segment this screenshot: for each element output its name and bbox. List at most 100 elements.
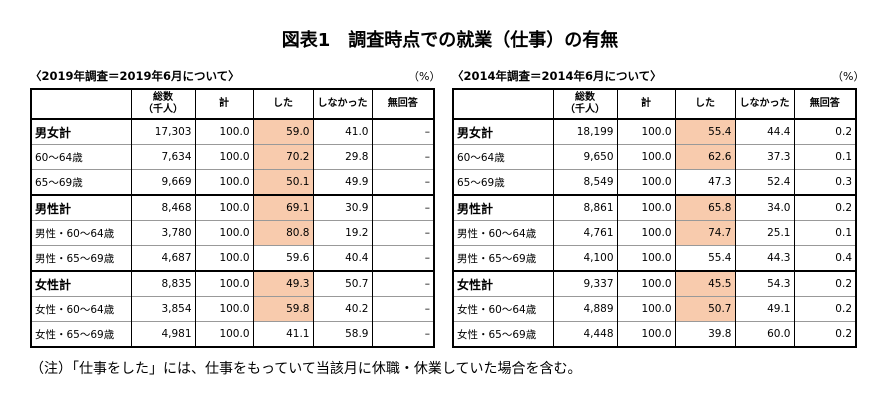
table-cell: 0.4 (793, 245, 856, 271)
table-cell: 9,650 (552, 144, 617, 170)
header-text: （千人） (143, 104, 183, 115)
table-row: 65～69歳 9,669 100.0 50.1 49.9– (30, 169, 434, 195)
table-row: 男性・65～69歳 4,100 100.0 55.4 44.3 0.4 (452, 245, 856, 271)
table-cell: 100.0 (616, 169, 675, 195)
table-cell: 59.8 (252, 296, 313, 322)
header-cell: 無回答 (371, 88, 434, 120)
table-row: 男性計 8,468 100.0 69.1 30.9– (30, 194, 434, 221)
header-cell: した (252, 88, 313, 120)
table-cell: 0.1 (793, 220, 856, 246)
table-cell: 70.2 (252, 144, 313, 170)
table-cell: 17,303 (130, 118, 195, 145)
table-cell: 女性・60～64歳 (452, 296, 553, 322)
table-cell: 25.1 (734, 220, 794, 246)
table-cell: 18,199 (552, 118, 617, 145)
header-cell: 計 (194, 88, 253, 120)
table-cell: 100.0 (616, 144, 675, 170)
table-row: 女性計 8,835 100.0 49.3 50.7– (30, 270, 434, 297)
data-table: 総数 （千人）計した しなかった 無回答 男女計 17,303 100.0 59.0 41.0–… (30, 88, 435, 348)
data-table: 総数 （千人）計した しなかった 無回答 男女計 18,199 100.0 55.4 44.4 0… (452, 88, 857, 348)
table-cell: 34.0 (734, 194, 794, 221)
table-cell: 0.1 (793, 144, 856, 170)
table-cell: 9,337 (552, 270, 617, 297)
table-cell: 0.2 (793, 296, 856, 322)
table-cell: 男女計 (30, 118, 131, 145)
table-cell: 100.0 (194, 169, 253, 195)
table-cell: 52.4 (734, 169, 794, 195)
table-cell: 0.2 (793, 270, 856, 297)
table-cell: 45.5 (674, 270, 735, 297)
header-cell: 総数 （千人） (130, 88, 195, 120)
table-cell: 37.3 (734, 144, 794, 170)
header-cell (452, 88, 553, 120)
table-cell: 59.0 (252, 118, 313, 145)
table-cell: 男性計 (452, 194, 553, 221)
table-cell: 50.7 (312, 270, 372, 297)
table-row: 女性・60～64歳 3,854 100.0 59.8 40.2– (30, 296, 434, 322)
table-cell: 50.7 (674, 296, 735, 322)
table-row: 女性・60～64歳 4,889 100.0 50.7 49.1 0.2 (452, 296, 856, 322)
header-cell (30, 88, 131, 120)
table-cell: 0.2 (793, 321, 856, 347)
table-cell: 39.8 (674, 321, 735, 347)
table-cell: 47.3 (674, 169, 735, 195)
header-cell: しなかった (312, 88, 372, 120)
table-cell: 54.3 (734, 270, 794, 297)
table-cell: 100.0 (616, 118, 675, 145)
table-cell: 3,780 (130, 220, 195, 246)
table-row: 女性・65～69歳 4,448 100.0 39.8 60.0 0.2 (452, 321, 856, 347)
header-cell: した (674, 88, 735, 120)
table-cell: 100.0 (194, 118, 253, 145)
header-cell: 無回答 (793, 88, 856, 120)
table-row: 女性・65～69歳 4,981 100.0 41.1 58.9– (30, 321, 434, 347)
table-cell: 58.9 (312, 321, 372, 347)
table-cell: – (371, 245, 434, 271)
table-cell: 100.0 (616, 296, 675, 322)
table-cell: 男性・65～69歳 (30, 245, 131, 271)
table-cell: 29.8 (312, 144, 372, 170)
header-text: 総数 (153, 92, 173, 103)
table-cell: 0.3 (793, 169, 856, 195)
table-cell: 65～69歳 (30, 169, 131, 195)
table-caption: 〈2014年調査＝2014年6月について〉 (452, 69, 662, 83)
table-cell: 4,761 (552, 220, 617, 246)
table-cell: – (371, 220, 434, 246)
table-cell: 100.0 (194, 144, 253, 170)
table-cell: 50.1 (252, 169, 313, 195)
header-cell: 総数 （千人） (552, 88, 617, 120)
table-cell: 100.0 (616, 194, 675, 221)
table-cell: 100.0 (616, 270, 675, 297)
table-cell: 80.8 (252, 220, 313, 246)
table-cell: 60～64歳 (30, 144, 131, 170)
table-cell: 女性・65～69歳 (452, 321, 553, 347)
table-cell: – (371, 118, 434, 145)
table-cell: 8,835 (130, 270, 195, 297)
table-row: 男性計 8,861 100.0 65.8 34.0 0.2 (452, 194, 856, 221)
table-cell: 9,669 (130, 169, 195, 195)
table-cell: 女性・65～69歳 (30, 321, 131, 347)
table-cell: 100.0 (194, 321, 253, 347)
table-cell: 100.0 (616, 321, 675, 347)
table-cell: 4,981 (130, 321, 195, 347)
table-cell: 60.0 (734, 321, 794, 347)
table-cell: 女性計 (452, 270, 553, 297)
header-text: （千人） (565, 104, 605, 115)
table-row: 60～64歳 9,650 100.0 62.6 37.3 0.1 (452, 144, 856, 170)
table-cell: 69.1 (252, 194, 313, 221)
table-cell: 55.4 (674, 245, 735, 271)
header-row: 総数 （千人）計した しなかった 無回答 (452, 88, 856, 120)
header-row: 総数 （千人）計した しなかった 無回答 (30, 88, 434, 120)
table-cell: 65.8 (674, 194, 735, 221)
table-cell: 男性・65～69歳 (452, 245, 553, 271)
table-cell: 44.3 (734, 245, 794, 271)
table-cell: 3,854 (130, 296, 195, 322)
table-cell: – (371, 270, 434, 297)
table-cell: 8,549 (552, 169, 617, 195)
table-cell: 49.9 (312, 169, 372, 195)
header-cell: 計 (616, 88, 675, 120)
unit-label: （%） (832, 70, 865, 83)
table-row: 男女計 17,303 100.0 59.0 41.0– (30, 118, 434, 145)
table-cell: 100.0 (194, 194, 253, 221)
table-cell: 100.0 (194, 220, 253, 246)
